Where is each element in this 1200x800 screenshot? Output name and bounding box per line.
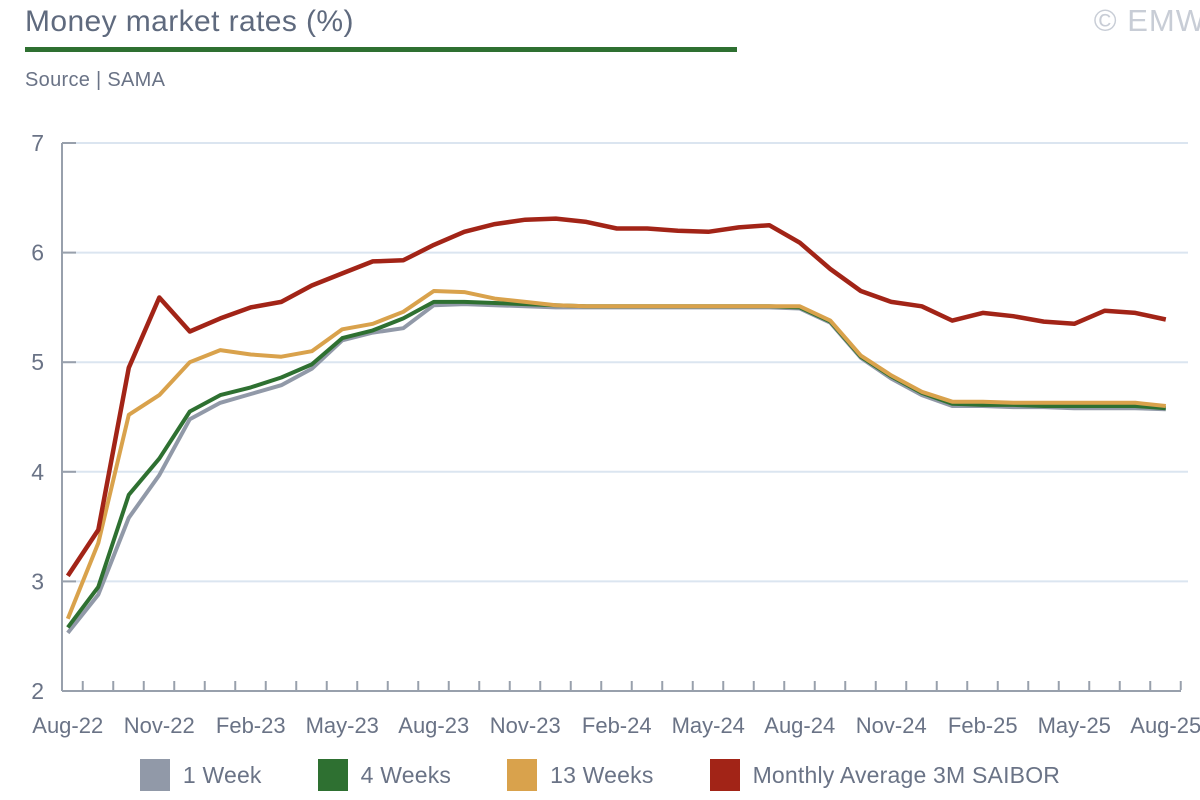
x-tick-label: May-25 — [1038, 713, 1111, 738]
x-tick-label: Feb-24 — [582, 713, 652, 738]
x-tick-label: Nov-23 — [490, 713, 561, 738]
series-line-13-weeks — [65, 289, 1167, 620]
y-tick-label: 3 — [31, 568, 44, 594]
x-tick-label: Nov-22 — [124, 713, 195, 738]
x-tick-label: May-23 — [306, 713, 379, 738]
series-line-monthly-average-3m-saibor — [65, 216, 1167, 578]
line-chart: 2 3 4 5 6 7 Aug-22 Nov-22 Feb-23 May-23 Aug-23 Nov-… — [31, 130, 1200, 738]
legend-swatch-icon — [709, 759, 740, 791]
legend-item: 13 Weeks — [507, 759, 653, 791]
y-tick-label: 5 — [31, 349, 44, 375]
y-tick-label: 6 — [31, 240, 44, 266]
y-tick-label: 7 — [31, 130, 44, 156]
legend-item: 1 Week — [139, 759, 262, 791]
legend-swatch-icon — [317, 759, 348, 791]
x-tick-label: Aug-22 — [32, 713, 103, 738]
y-tick-label: 2 — [31, 678, 44, 704]
chart-legend: 1 Week 4 Weeks 13 Weeks Monthly Average 3M … — [0, 759, 1200, 791]
legend-item: Monthly Average 3M SAIBOR — [709, 759, 1061, 791]
legend-label: 13 Weeks — [550, 761, 654, 788]
legend-label: 1 Week — [182, 761, 262, 788]
x-tick-label: Aug-24 — [764, 713, 835, 738]
x-tick-label: May-24 — [672, 713, 745, 738]
legend-swatch-icon — [507, 759, 538, 791]
x-tick-label: Aug-23 — [398, 713, 469, 738]
x-tick-label: Nov-24 — [856, 713, 927, 738]
y-tick-label: 4 — [31, 459, 44, 485]
x-tick-label: Feb-23 — [216, 713, 286, 738]
page-title: Money market rates (%) — [25, 5, 354, 38]
legend-swatch-icon — [139, 759, 170, 791]
copyright-watermark: © EMW — [1093, 3, 1200, 38]
x-tick-label: Feb-25 — [948, 713, 1018, 738]
legend-label: 4 Weeks — [360, 761, 452, 788]
source-label: Source | SAMA — [25, 69, 166, 91]
legend-label: Monthly Average 3M SAIBOR — [752, 761, 1061, 788]
legend-item: 4 Weeks — [317, 759, 452, 791]
title-underline — [25, 47, 737, 52]
x-tick-label: Aug-25 — [1130, 713, 1200, 738]
